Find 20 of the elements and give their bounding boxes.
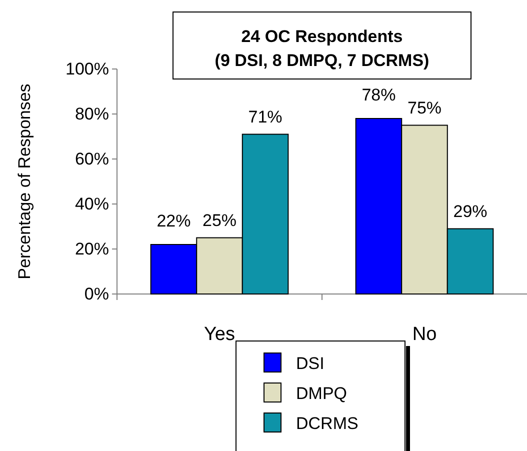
legend-label: DCRMS: [296, 414, 358, 433]
legend-label: DMPQ: [296, 384, 347, 403]
chart-subtitle: (9 DSI, 8 DMPQ, 7 DCRMS): [214, 51, 430, 70]
data-label: 78%: [362, 86, 396, 104]
y-tick-label: 60%: [74, 149, 109, 168]
y-tick-label: 0%: [84, 284, 109, 304]
y-tick-label: 80%: [74, 104, 109, 124]
data-label: 22%: [156, 212, 191, 230]
data-label: 25%: [202, 210, 237, 230]
data-label: 71%: [248, 107, 282, 126]
y-axis-title: Percentage of Responses: [15, 84, 34, 280]
x-tick-label: No: [412, 324, 437, 345]
data-label: 75%: [407, 98, 442, 118]
y-tick-label: 20%: [74, 239, 109, 258]
data-label: 29%: [453, 202, 488, 221]
x-tick-label: Yes: [204, 324, 235, 345]
legend-label: DSI: [296, 354, 324, 373]
y-tick-label: 40%: [74, 194, 109, 214]
chart-title: 24 OC Respondents: [241, 27, 403, 46]
y-tick-label: 100%: [66, 59, 109, 78]
